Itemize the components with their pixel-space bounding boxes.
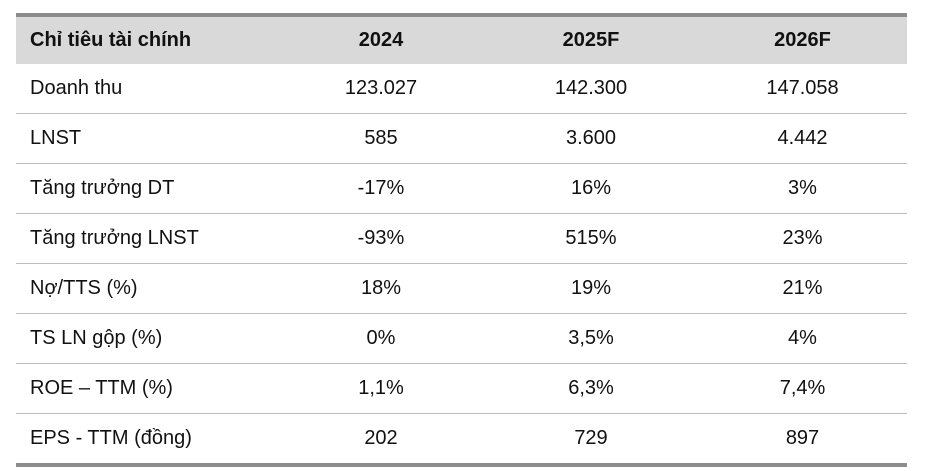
cell-2025f: 19% [484, 263, 698, 314]
row-label: LNST [16, 113, 278, 164]
header-row: Chỉ tiêu tài chính 2024 2025F 2026F [16, 17, 907, 64]
table-row: TS LN gộp (%) 0% 3,5% 4% [16, 313, 907, 364]
cell-2026f: 147.058 [766, 77, 839, 99]
cell-2025f: 142.300 [554, 77, 628, 99]
table-row: Tăng trưởng DT -17% 16% 3% [16, 163, 907, 214]
cell-2026f: 4% [698, 313, 907, 364]
row-label: EPS - TTM (đồng) [16, 413, 278, 463]
cell-2024: 1,1% [278, 363, 484, 414]
row-label: Tăng trưởng DT [16, 163, 278, 214]
financial-indicators-table: Chỉ tiêu tài chính 2024 2025F 2026F Doan… [16, 13, 907, 467]
cell-2024: 18% [278, 263, 484, 314]
header-2025f: 2025F [562, 29, 620, 51]
table-row: Doanh thu 123.027 142.300 147.058 [16, 64, 907, 114]
header-indicator: Chỉ tiêu tài chính [30, 29, 192, 51]
table-body: Doanh thu 123.027 142.300 147.058 LNST 5… [16, 64, 907, 463]
table-row: LNST 585 3.600 4.442 [16, 113, 907, 164]
cell-2025f: 3,5% [484, 313, 698, 364]
cell-2025f: 515% [484, 213, 698, 264]
table-row: ROE – TTM (%) 1,1% 6,3% 7,4% [16, 363, 907, 414]
cell-2024: 202 [278, 413, 484, 463]
row-label: ROE – TTM (%) [16, 363, 278, 414]
row-label: Nợ/TTS (%) [16, 263, 278, 314]
cell-2024: 123.027 [344, 77, 418, 99]
cell-2026f: 3% [698, 163, 907, 214]
cell-2024: 585 [278, 113, 484, 164]
cell-2026f: 21% [698, 263, 907, 314]
table-row: Nợ/TTS (%) 18% 19% 21% [16, 263, 907, 314]
cell-2025f: 16% [484, 163, 698, 214]
table-bottom-rule [16, 463, 907, 467]
cell-2025f: 729 [484, 413, 698, 463]
cell-2026f: 7,4% [698, 363, 907, 414]
header-2026f: 2026F [774, 29, 831, 51]
cell-2026f: 897 [698, 413, 907, 463]
table-row: EPS - TTM (đồng) 202 729 897 [16, 413, 907, 463]
header-2024: 2024 [358, 29, 404, 51]
cell-2024: -93% [278, 213, 484, 264]
cell-2025f: 3.600 [484, 113, 698, 164]
table-row: Tăng trưởng LNST -93% 515% 23% [16, 213, 907, 264]
table-header: Chỉ tiêu tài chính 2024 2025F 2026F [16, 17, 907, 64]
table-top-rule [16, 13, 907, 17]
cell-2024: -17% [278, 163, 484, 214]
financial-table: Chỉ tiêu tài chính 2024 2025F 2026F Doan… [16, 17, 907, 463]
row-label: Tăng trưởng LNST [16, 213, 278, 264]
cell-2026f: 4.442 [698, 113, 907, 164]
cell-2026f: 23% [698, 213, 907, 264]
cell-2024: 0% [278, 313, 484, 364]
row-label: TS LN gộp (%) [16, 313, 278, 364]
row-label: Doanh thu [30, 77, 123, 99]
cell-2025f: 6,3% [484, 363, 698, 414]
